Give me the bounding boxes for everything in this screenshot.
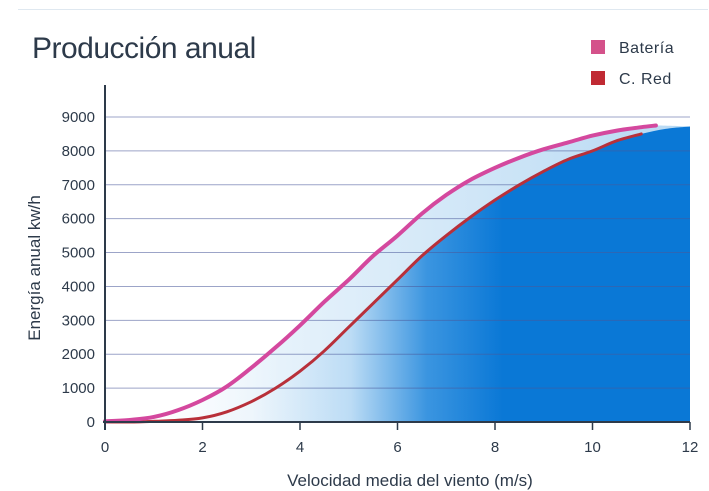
legend-label-c-red: C. Red [619,71,672,88]
legend-swatch-c-red [591,71,605,85]
area-c-red [105,126,690,423]
y-tick-label: 5000 [62,245,95,262]
top-divider [18,9,708,10]
legend-swatch-bateria [591,40,605,54]
y-tick-label: 2000 [62,346,95,363]
x-tick-label: 4 [296,439,304,456]
x-tick-label: 2 [198,439,206,456]
x-tick-label: 8 [491,439,499,456]
series-line-c-red [103,132,643,424]
x-tick-label: 10 [584,439,601,456]
x-tick-labels: 0 2 4 6 8 10 12 [101,439,699,456]
x-tick-label: 6 [393,439,401,456]
chart-areas [105,125,690,423]
y-tick-label: 6000 [62,211,95,228]
series-lines [103,123,658,424]
y-axis-label: Energía anual kw/h [25,195,44,341]
x-axis-label: Velocidad media del viento (m/s) [287,471,533,490]
x-tick-label: 12 [682,439,699,456]
y-tick-label: 8000 [62,143,95,160]
series-line-bateria [103,123,658,424]
y-tick-label: 7000 [62,177,95,194]
y-tick-label: 0 [87,414,95,431]
axes [103,85,691,430]
legend-label-bateria: Batería [619,40,674,57]
y-tick-label: 3000 [62,312,95,329]
legend: Batería C. Red [591,40,674,88]
y-tick-labels: 0 1000 2000 3000 4000 5000 6000 7000 8000 9000 [62,109,95,431]
y-tick-label: 9000 [62,109,95,126]
chart-title: Producción anual [32,32,256,65]
y-tick-label: 1000 [62,380,95,397]
x-tick-label: 0 [101,439,109,456]
y-tick-label: 4000 [62,278,95,295]
